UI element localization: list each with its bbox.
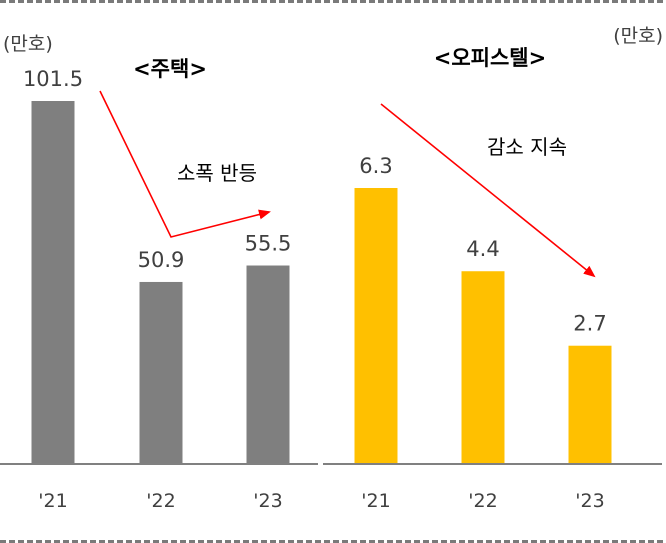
officetel-bar-2 xyxy=(568,345,612,464)
housing-bar-1 xyxy=(139,281,183,464)
officetel-value-label-0: 6.3 xyxy=(359,154,392,178)
housing-panel: (만호) <주택> 소폭 반등 101.5 '21 50.9 '22 55.5 '23 xyxy=(0,33,318,512)
officetel-bar-1 xyxy=(461,271,505,464)
housing-tick-label-0: '21 xyxy=(38,490,67,512)
bottom-border xyxy=(0,540,666,543)
officetel-value-label-1: 4.4 xyxy=(466,237,499,261)
housing-bar-0 xyxy=(31,101,75,464)
housing-bar-2 xyxy=(246,265,290,464)
housing-trend-arrow xyxy=(99,90,271,238)
housing-tick-label-1: '22 xyxy=(146,490,175,512)
housing-title: <주택> xyxy=(133,57,207,81)
officetel-unit-label: (만호) xyxy=(613,25,663,47)
officetel-tick-label-1: '22 xyxy=(468,490,497,512)
top-border xyxy=(0,0,666,3)
housing-annotation: 소폭 반등 xyxy=(177,161,257,185)
officetel-trend-arrow xyxy=(380,103,596,278)
housing-tick-label-2: '23 xyxy=(253,490,282,512)
housing-value-label-2: 55.5 xyxy=(245,232,292,256)
officetel-panel: (만호) <오피스텔> 감소 지속 6.3 '21 4.4 '22 2.7 '23 xyxy=(323,25,663,512)
officetel-annotation: 감소 지속 xyxy=(487,135,567,159)
officetel-bar-0 xyxy=(354,188,398,464)
housing-unit-label: (만호) xyxy=(3,33,53,55)
officetel-title: <오피스텔> xyxy=(434,46,546,70)
housing-value-label-0: 101.5 xyxy=(23,67,83,91)
officetel-value-label-2: 2.7 xyxy=(573,312,606,336)
housing-value-label-1: 50.9 xyxy=(138,248,185,272)
officetel-tick-label-0: '21 xyxy=(361,490,390,512)
officetel-tick-label-2: '23 xyxy=(575,490,604,512)
